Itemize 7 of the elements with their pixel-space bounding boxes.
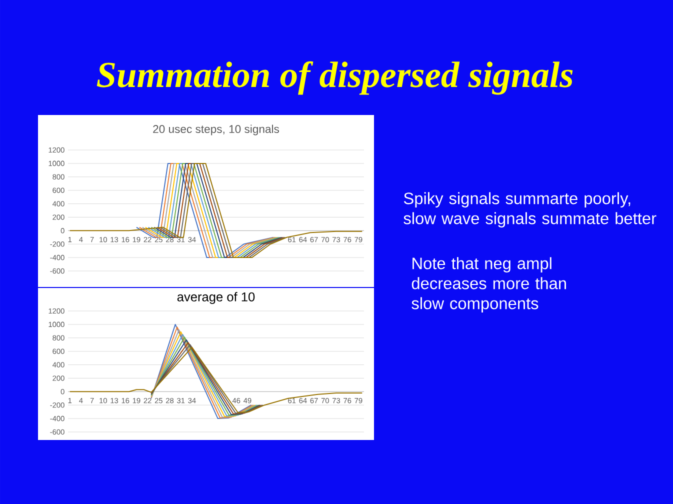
text: Note that neg ampl decreases more than slow components [412,257,566,312]
line-series [69,162,363,258]
line-series [69,346,363,413]
text: Spiky signals summarte poorly, slow wave signals summate better [404,192,656,228]
chart-title: 20 usec steps, 10 signals [153,124,280,136]
text: Summation of dispersed signals [96,61,573,95]
chart-title: average of 10 [177,292,255,304]
